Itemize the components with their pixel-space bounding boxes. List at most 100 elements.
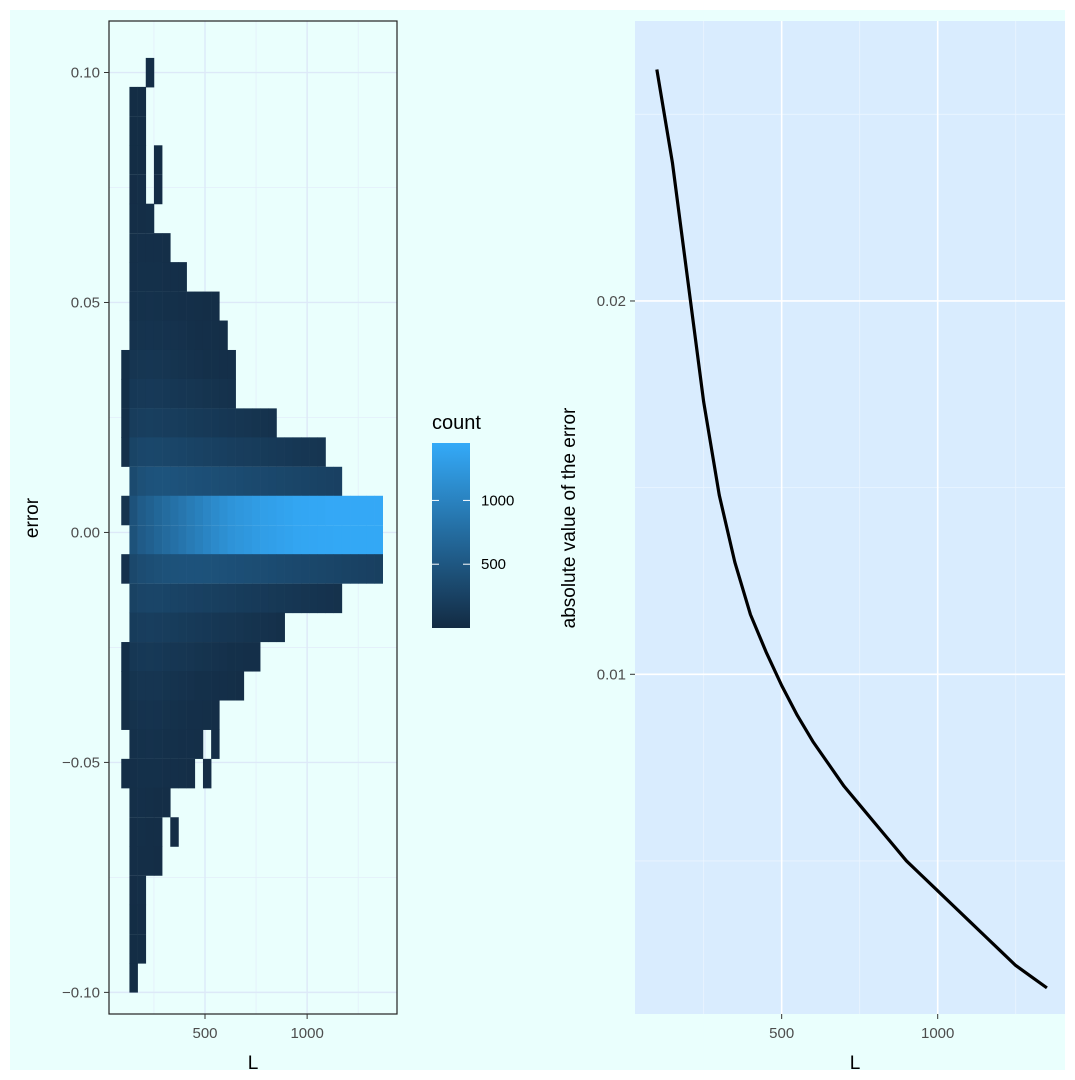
heatmap-bin	[145, 583, 155, 614]
heatmap-bin	[129, 583, 138, 614]
heatmap-bin	[153, 262, 163, 292]
heatmap-bin	[137, 437, 147, 467]
heatmap-bin	[194, 729, 204, 759]
heatmap-bin	[153, 349, 163, 380]
heatmap-bin	[145, 378, 155, 409]
heatmap-bin	[121, 700, 130, 730]
heatmap-bin	[358, 525, 367, 555]
heatmap-bin	[162, 495, 171, 526]
heatmap-bin	[186, 495, 196, 526]
heatmap-bin	[186, 437, 196, 467]
heatmap-bin	[276, 495, 285, 526]
heatmap-bin	[178, 291, 187, 322]
heatmap-bin	[129, 233, 138, 263]
heatmap-bin	[186, 408, 196, 438]
heatmap-bin	[162, 554, 171, 584]
heatmap-bin	[153, 495, 163, 526]
heatmap-bin	[194, 642, 204, 672]
heatmap-bin	[301, 495, 310, 526]
heatmap-bin	[145, 437, 155, 467]
heatmap-bin	[170, 495, 179, 526]
heatmap-bin	[341, 525, 351, 555]
heatmap-bin	[301, 554, 310, 584]
heatmap-bin	[309, 525, 318, 555]
heatmap-bin	[170, 700, 179, 730]
heatmap-bin	[129, 466, 138, 497]
heatmap-bin	[317, 525, 326, 555]
legend-title: count	[432, 412, 481, 434]
heatmap-bin	[162, 729, 171, 759]
heatmap-bin	[333, 583, 343, 614]
heatmap-bin	[227, 554, 236, 584]
heatmap-bin	[137, 86, 147, 117]
heatmap-bin	[211, 378, 220, 409]
heatmap-bin	[129, 116, 138, 146]
heatmap-bin	[202, 495, 212, 526]
heatmap-bin	[235, 671, 245, 701]
heatmap-bin	[162, 262, 171, 292]
heatmap-bin	[317, 583, 326, 614]
heatmap-bin	[202, 554, 212, 584]
heatmap-bin	[260, 612, 269, 643]
heatmap-bin	[137, 758, 147, 789]
heatmap-bin	[325, 583, 334, 614]
heatmap-bin	[137, 612, 147, 643]
heatmap-bin	[145, 729, 155, 759]
heatmap-bin	[137, 700, 147, 730]
heatmap-bin	[178, 378, 187, 409]
heatmap-bin	[129, 86, 138, 117]
heatmap-bin	[170, 378, 179, 409]
heatmap-bin	[153, 787, 163, 818]
heatmap-bin	[251, 466, 261, 497]
heatmap-bin	[153, 145, 163, 175]
line-plot-background	[635, 21, 1065, 1014]
heatmap-bin	[325, 554, 334, 584]
heatmap-bin	[325, 495, 334, 526]
line-panel: 0.01 0.02 500 1000 L absolute value of the…	[559, 21, 1065, 1070]
heatmap-bin	[227, 671, 236, 701]
figure-svg: 0.10 0.05 0.00 −0.05 −0.10 500 1000 L error c…	[22, 20, 1065, 1070]
heatmap-bin	[153, 729, 163, 759]
heatmap-y-ticks: 0.10 0.05 0.00 −0.05 −0.10	[62, 65, 109, 1001]
heatmap-bin	[211, 408, 220, 438]
heatmap-bin	[153, 525, 163, 555]
heatmap-bin	[268, 583, 277, 614]
heatmap-bin	[251, 583, 261, 614]
heatmap-bin	[284, 495, 294, 526]
heatmap-bin	[129, 349, 138, 380]
heatmap-bin	[129, 408, 138, 438]
heatmap-bin	[374, 525, 383, 555]
heatmap-bin	[178, 700, 187, 730]
heatmap-bin	[292, 525, 302, 555]
heatmap-bin	[137, 846, 147, 876]
heatmap-bin	[137, 525, 147, 555]
line-x-tick-label: 1000	[921, 1025, 954, 1042]
heatmap-bin	[145, 233, 155, 263]
heatmap-bin	[178, 729, 187, 759]
heatmap-bin	[170, 817, 179, 847]
heatmap-bin	[366, 495, 375, 526]
heatmap-x-ticks: 500 1000	[192, 1014, 324, 1042]
heatmap-bin	[219, 378, 228, 409]
heatmap-bin	[202, 758, 212, 789]
heatmap-bin	[178, 612, 187, 643]
heatmap-bin	[186, 729, 196, 759]
heatmap-bin	[153, 642, 163, 672]
heatmap-bin	[227, 437, 236, 467]
heatmap-bin	[227, 583, 236, 614]
heatmap-bin	[186, 466, 196, 497]
heatmap-bin	[129, 963, 138, 993]
heatmap-bin	[186, 671, 196, 701]
heatmap-x-tick-label: 500	[192, 1025, 217, 1042]
heatmap-bin	[374, 495, 383, 526]
heatmap-bin	[268, 554, 277, 584]
heatmap-bin	[194, 437, 204, 467]
heatmap-bin	[129, 934, 138, 964]
heatmap-bins	[121, 57, 383, 993]
heatmap-bin	[170, 466, 179, 497]
legend-tick-label: 500	[481, 556, 506, 573]
heatmap-bin	[301, 466, 310, 497]
heatmap-bin	[251, 495, 261, 526]
heatmap-bin	[301, 437, 310, 467]
heatmap-bin	[211, 700, 220, 730]
